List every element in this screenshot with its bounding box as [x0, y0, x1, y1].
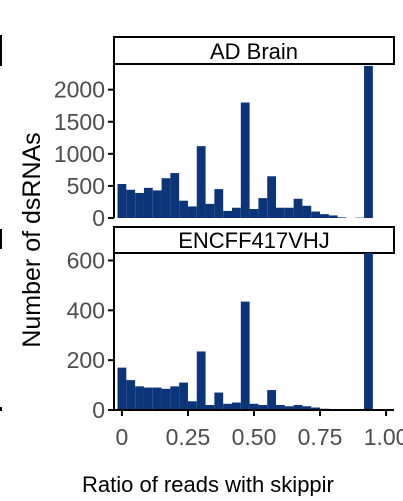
histogram-bar-bottom — [144, 388, 153, 410]
histogram-bar-top — [179, 201, 188, 218]
histogram-bar-bottom — [214, 393, 223, 410]
histogram-bar-top — [118, 184, 127, 218]
histogram-bar-top — [223, 211, 232, 218]
histogram-bar-bottom — [364, 253, 373, 410]
y-tick-label: 0 — [92, 205, 105, 231]
y-tick-label: 0 — [92, 397, 105, 423]
histogram-bar-top — [188, 206, 197, 218]
histogram-bar-top — [294, 199, 303, 218]
histogram-bar-bottom — [135, 386, 144, 410]
panel-strip-bottom: ENCFF417VHJ — [114, 227, 394, 253]
histogram-bar-top — [162, 178, 171, 218]
y-tick-label: 400 — [67, 297, 105, 323]
histogram-bar-top — [241, 103, 250, 219]
histogram-bar-top — [338, 217, 347, 218]
x-axis-label: Ratio of reads with skippir — [82, 472, 334, 496]
histogram-bar-bottom — [118, 368, 127, 410]
histogram-bar-top — [153, 190, 162, 218]
histogram-bar-top — [197, 146, 206, 218]
histogram-bar-top — [170, 173, 179, 218]
panel-strip-top: AD Brain — [114, 37, 394, 64]
panel-title-top: AD Brain — [210, 39, 298, 64]
histogram-bar-bottom — [126, 380, 135, 410]
histogram-bar-top — [250, 209, 259, 218]
histogram-bar-bottom — [197, 351, 206, 410]
x-tick-label: 0 — [116, 424, 129, 450]
y-tick-label: 1000 — [54, 141, 105, 167]
histogram-bar-top — [214, 189, 223, 218]
histogram-bar-top — [320, 214, 329, 218]
histogram-bar-top — [126, 190, 135, 218]
y-tick-label: 200 — [67, 347, 105, 373]
y-tick-label: 600 — [67, 247, 105, 273]
x-tick-label: 1.00 — [364, 424, 403, 450]
histogram-bar-bottom — [241, 302, 250, 410]
histogram-bar-bottom — [162, 389, 171, 410]
histogram-bar-top — [364, 66, 373, 218]
x-tick-label: 0.75 — [298, 424, 343, 450]
histogram-bar-bottom — [267, 390, 276, 410]
histogram-bar-top — [135, 193, 144, 218]
histogram-bar-bottom — [179, 383, 188, 410]
y-tick-label: 1500 — [54, 109, 105, 135]
histogram-bar-top — [329, 215, 338, 218]
y-axis-label: Number of dsRNAs — [18, 132, 46, 347]
histogram-bar-top — [206, 204, 215, 218]
histogram-bar-top — [276, 208, 285, 218]
x-tick-label: 0.25 — [166, 424, 211, 450]
y-tick-label: 500 — [67, 173, 105, 199]
histogram-bar-top — [267, 176, 276, 218]
histogram-bar-top — [311, 212, 320, 218]
y-tick-label: 2000 — [54, 77, 105, 103]
histogram-bar-top — [302, 206, 311, 218]
histogram-bar-bottom — [153, 388, 162, 410]
histogram-bar-top — [144, 188, 153, 218]
panel-title-bottom: ENCFF417VHJ — [178, 228, 330, 253]
x-tick-label: 0.50 — [232, 424, 277, 450]
histogram-bar-top — [258, 198, 267, 218]
histogram-bar-top — [285, 208, 294, 218]
histogram-bar-top — [232, 208, 241, 218]
histogram-bar-bottom — [170, 386, 179, 410]
histogram-bar-bottom — [232, 403, 241, 410]
histogram-bar-bottom — [188, 401, 197, 410]
